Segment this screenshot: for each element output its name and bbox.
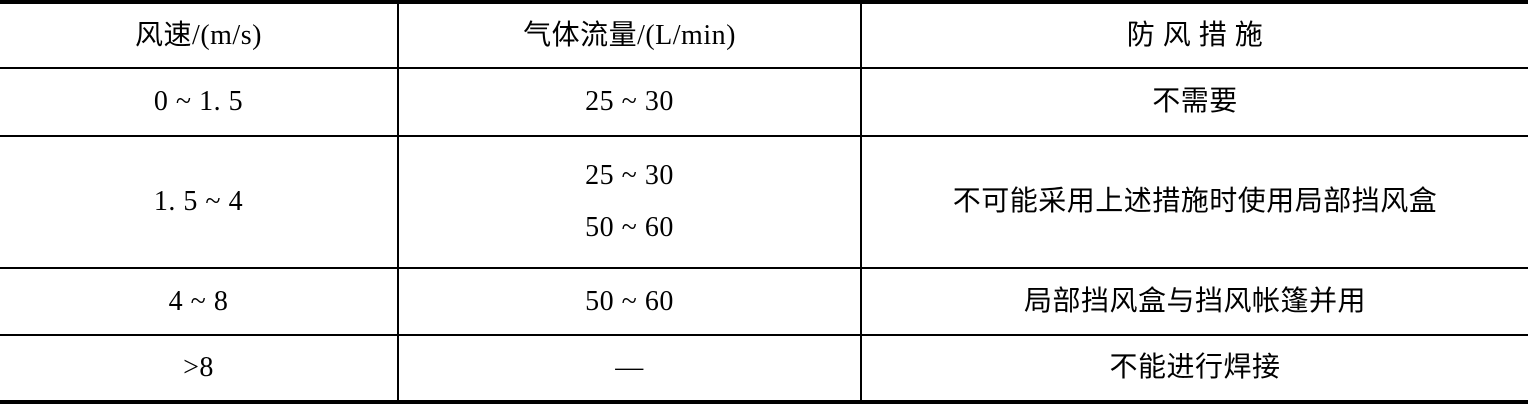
cell-measure: 局部挡风盒与挡风帐篷并用 <box>861 267 1528 336</box>
table-row: >8 — 不能进行焊接 <box>0 334 1528 404</box>
table-row: 0 ~ 1. 5 25 ~ 30 不需要 <box>0 67 1528 137</box>
cell-measure: 不需要 <box>861 67 1528 137</box>
column-header-wind-speed: 风速/(m/s) <box>0 0 399 69</box>
cell-gas-flow-line-2: 50 ~ 60 <box>585 212 674 243</box>
cell-gas-flow: 25 ~ 30 50 ~ 60 <box>398 135 862 269</box>
table-row: 4 ~ 8 50 ~ 60 局部挡风盒与挡风帐篷并用 <box>0 267 1528 336</box>
cell-gas-flow: — <box>398 334 862 404</box>
cell-measure: 不可能采用上述措施时使用局部挡风盒 <box>861 135 1528 269</box>
cell-wind-speed: 0 ~ 1. 5 <box>0 67 399 137</box>
table-header-row: 风速/(m/s) 气体流量/(L/min) 防 风 措 施 <box>0 0 1528 69</box>
column-header-gas-flow: 气体流量/(L/min) <box>398 0 862 69</box>
table-row: 1. 5 ~ 4 25 ~ 30 50 ~ 60 不可能采用上述措施时使用局部挡… <box>0 135 1528 269</box>
cell-gas-flow: 25 ~ 30 <box>398 67 862 137</box>
column-header-measure: 防 风 措 施 <box>861 0 1528 69</box>
cell-gas-flow-line-1: 25 ~ 30 <box>585 160 674 192</box>
cell-measure: 不能进行焊接 <box>861 334 1528 404</box>
cell-wind-speed: 1. 5 ~ 4 <box>0 135 399 269</box>
cell-wind-speed: >8 <box>0 334 399 404</box>
cell-gas-flow: 50 ~ 60 <box>398 267 862 336</box>
cell-wind-speed: 4 ~ 8 <box>0 267 399 336</box>
